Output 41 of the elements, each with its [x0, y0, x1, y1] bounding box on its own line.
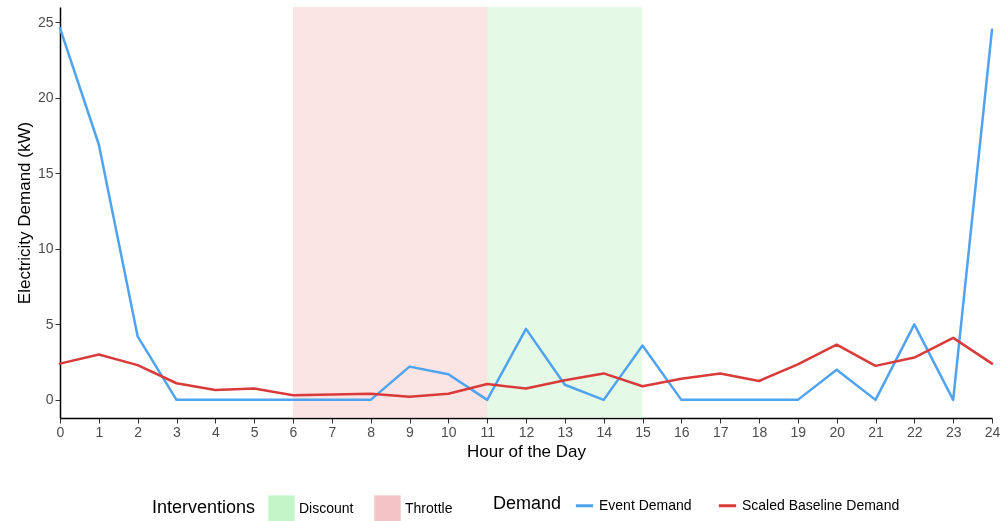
line-series	[58, 26, 994, 402]
x-tick-label: 10	[441, 423, 457, 440]
x-tick-label: 23	[945, 423, 962, 440]
y-tick-label: 15	[37, 164, 54, 181]
y-tick-label: 0	[45, 391, 54, 408]
x-tick-label: 8	[367, 423, 376, 440]
x-tick-label: 6	[289, 423, 298, 440]
x-tick-label: 24	[984, 423, 1001, 440]
x-tick-label: 9	[406, 423, 415, 440]
legend-label: Throttle	[405, 499, 453, 516]
x-tick-label: 15	[635, 423, 651, 440]
x-tick-label: 14	[596, 423, 613, 440]
x-tick-label: 22	[907, 423, 923, 440]
x-tick-label: 1	[95, 423, 104, 440]
y-tick-label: 20	[37, 89, 54, 106]
y-tick-label: 25	[37, 13, 54, 30]
x-tick-label: 18	[751, 423, 768, 440]
x-tick-label: 4	[211, 423, 220, 440]
text: Demand	[493, 493, 562, 513]
legend-label: Scaled Baseline Demand	[742, 496, 900, 513]
y-tick-label: 10	[37, 240, 54, 257]
x-tick-label: 5	[250, 423, 259, 440]
line-series	[58, 336, 994, 399]
x-tick-label: 13	[557, 423, 574, 440]
x-tick-label: 7	[328, 423, 337, 440]
x-tick-label: 12	[518, 423, 535, 440]
legend-label: Event Demand	[599, 496, 692, 513]
y-tick-label: 5	[45, 315, 54, 332]
x-tick-label: 11	[480, 423, 496, 440]
x-axis-title: Hour of the Day	[466, 441, 587, 461]
text: Interventions	[152, 497, 256, 517]
x-tick-label: 21	[868, 423, 884, 440]
x-tick-label: 3	[173, 423, 182, 440]
x-tick-label: 19	[790, 423, 807, 440]
x-tick-label: 17	[712, 423, 729, 440]
x-tick-label: 0	[56, 423, 65, 440]
legend-label: Discount	[299, 499, 354, 516]
x-tick-label: 2	[134, 423, 143, 440]
x-tick-label: 16	[674, 423, 690, 440]
y-axis-title: Electricity Demand (kW)	[14, 121, 34, 305]
x-tick-label: 20	[829, 423, 846, 440]
